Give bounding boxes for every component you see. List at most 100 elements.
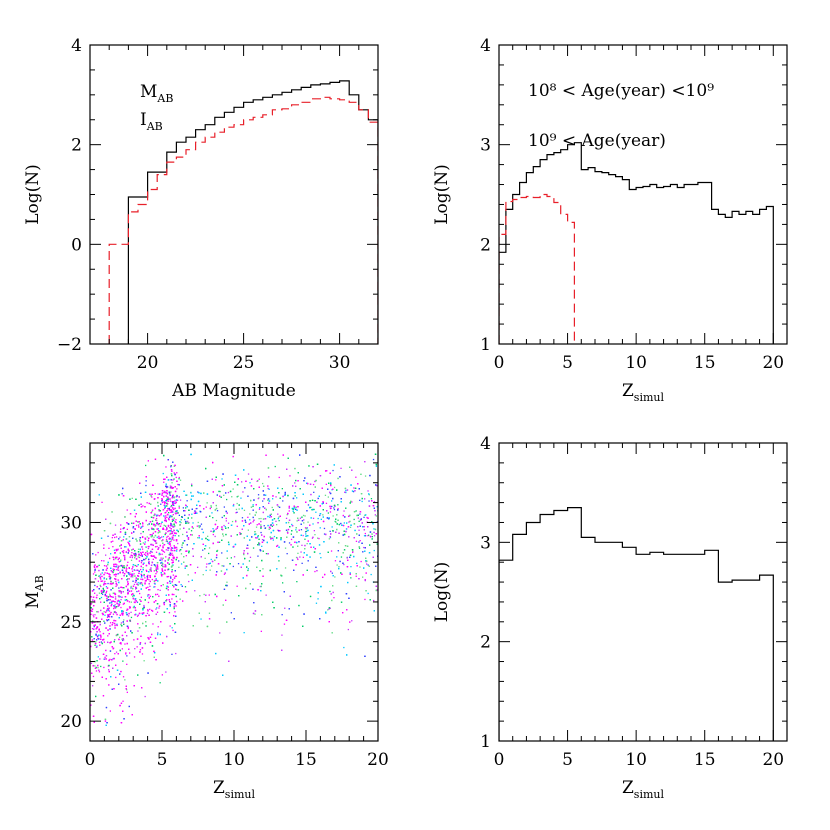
x-axis-label: AB Magnitude <box>171 381 296 401</box>
scatter-point <box>114 592 116 595</box>
scatter-point <box>223 494 225 496</box>
scatter-point <box>175 615 177 617</box>
scatter-point <box>166 486 168 488</box>
scatter-point <box>99 598 101 600</box>
scatter-point <box>128 606 131 608</box>
scatter-point <box>332 591 334 594</box>
scatter-point <box>216 571 218 573</box>
scatter-point <box>318 495 320 497</box>
scatter-point <box>172 501 175 503</box>
scatter-point <box>278 560 280 562</box>
scatter-point <box>168 519 170 521</box>
scatter-point <box>267 485 269 487</box>
scatter-point <box>158 530 160 532</box>
scatter-point <box>170 550 172 552</box>
scatter-point <box>231 520 234 523</box>
scatter-point <box>155 608 157 610</box>
scatter-point <box>157 497 159 499</box>
scatter-point <box>252 547 255 549</box>
scatter-point <box>90 662 93 664</box>
scatter-point <box>302 625 304 627</box>
scatter-point <box>341 524 343 526</box>
legend-age-young: 10⁸ < Age(year) <10⁹ <box>528 81 714 101</box>
scatter-point <box>296 531 298 533</box>
scatter-point <box>339 560 341 563</box>
scatter-point <box>271 506 273 509</box>
scatter-point <box>96 611 98 613</box>
scatter-point <box>171 482 173 484</box>
scatter-point <box>168 509 171 511</box>
scatter-point <box>158 552 161 555</box>
scatter-point <box>281 488 283 490</box>
scatter-point <box>123 565 125 567</box>
scatter-point <box>185 555 187 557</box>
scatter-point <box>261 583 263 585</box>
scatter-point <box>125 652 127 654</box>
scatter-point <box>107 609 109 612</box>
scatter-point <box>366 516 368 519</box>
scatter-point <box>162 536 165 538</box>
scatter-point <box>346 545 349 547</box>
scatter-point <box>346 489 349 491</box>
scatter-point <box>345 530 347 533</box>
scatter-point <box>149 589 151 591</box>
scatter-point <box>167 524 169 527</box>
scatter-point <box>127 583 129 585</box>
scatter-point <box>290 538 293 541</box>
scatter-point <box>179 528 181 530</box>
scatter-point <box>306 543 308 545</box>
scatter-point <box>143 575 145 577</box>
scatter-point <box>337 519 339 521</box>
scatter-point <box>254 514 256 516</box>
scatter-point <box>338 542 340 544</box>
scatter-point <box>121 648 123 650</box>
scatter-point <box>130 590 133 592</box>
scatter-point <box>112 540 114 542</box>
scatter-point <box>304 538 306 540</box>
scatter-point <box>104 572 106 574</box>
scatter-point <box>113 622 116 625</box>
scatter-point <box>118 603 120 605</box>
scatter-point <box>98 671 101 673</box>
scatter-point <box>166 608 168 610</box>
scatter-point <box>267 487 269 490</box>
scatter-point <box>125 566 127 568</box>
scatter-point <box>103 565 106 567</box>
scatter-point <box>291 530 293 532</box>
scatter-point <box>164 502 166 504</box>
scatter-point <box>360 518 362 520</box>
scatter-point <box>109 642 111 644</box>
scatter-point <box>149 534 152 536</box>
scatter-point <box>166 582 169 584</box>
scatter-point <box>113 549 116 551</box>
scatter-point <box>304 544 306 547</box>
scatter-point <box>258 543 261 545</box>
scatter-point <box>161 570 164 572</box>
scatter-point <box>120 565 122 567</box>
scatter-point <box>246 547 248 549</box>
scatter-point <box>118 683 120 685</box>
scatter-point <box>156 593 159 595</box>
scatter-point <box>342 552 344 554</box>
scatter-point <box>174 502 177 504</box>
scatter-point <box>176 600 178 603</box>
scatter-point <box>154 575 156 578</box>
scatter-point <box>186 550 188 552</box>
scatter-point <box>156 603 159 605</box>
scatter-point <box>269 569 271 572</box>
scatter-point <box>102 695 105 697</box>
scatter-point <box>197 491 199 493</box>
scatter-point <box>272 524 275 526</box>
scatter-point <box>302 534 304 537</box>
scatter-point <box>235 508 238 511</box>
scatter-point <box>158 554 160 556</box>
scatter-point <box>110 589 112 591</box>
scatter-point <box>173 478 175 480</box>
scatter-point <box>99 644 101 646</box>
scatter-point <box>160 503 162 505</box>
scatter-point <box>325 533 327 536</box>
scatter-point <box>349 556 351 558</box>
scatter-point <box>203 492 205 494</box>
scatter-point <box>166 635 168 638</box>
scatter-point <box>317 598 319 600</box>
